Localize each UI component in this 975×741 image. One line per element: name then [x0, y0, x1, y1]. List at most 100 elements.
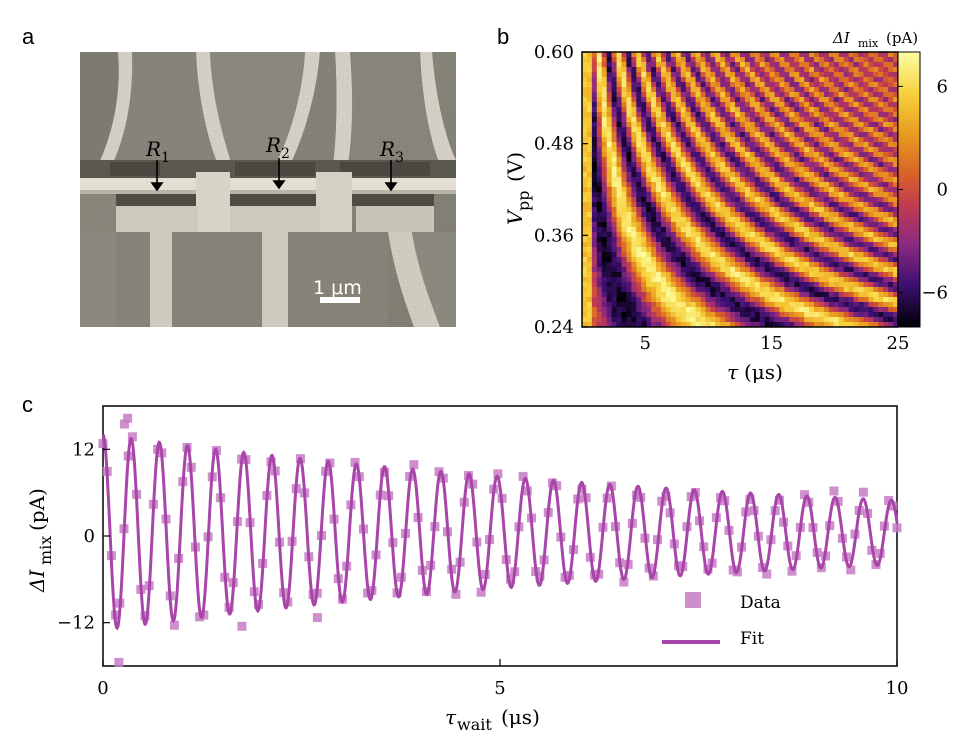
- heatmap-cell: [646, 287, 652, 293]
- heatmap-cell: [626, 307, 632, 313]
- heatmap-cell: [636, 57, 642, 63]
- panel-label-b: b: [497, 24, 510, 49]
- heatmap-cell: [586, 52, 593, 58]
- heatmap-cell: [661, 67, 667, 73]
- heatmap-cell: [616, 272, 622, 278]
- heatmap-cell: [779, 232, 785, 238]
- heatmap-cell: [735, 62, 741, 68]
- heatmap-cell: [636, 72, 642, 78]
- heatmap-cell: [878, 182, 884, 188]
- heatmap-cell: [685, 117, 692, 123]
- heatmap-cell: [878, 107, 884, 113]
- heatmap-cell: [833, 142, 840, 148]
- heatmap-cell: [863, 227, 869, 233]
- heatmap-cell: [769, 102, 776, 108]
- heatmap-cell: [823, 292, 830, 298]
- heatmap-cell: [582, 132, 588, 138]
- heatmap-cell: [774, 77, 780, 83]
- heatmap-cell: [591, 272, 598, 278]
- heatmap-cell: [878, 242, 884, 248]
- heatmap-cell: [626, 67, 632, 73]
- heatmap-cell: [779, 112, 785, 118]
- heatmap-cell: [586, 322, 593, 328]
- heatmap-cell: [725, 322, 731, 328]
- heatmap-cell: [601, 127, 608, 133]
- heatmap-cell: [838, 262, 845, 268]
- heatmap-cell: [586, 212, 593, 218]
- colorbar-tick-label: −6: [921, 283, 948, 304]
- heatmap-cell: [656, 212, 662, 218]
- heatmap-cell: [893, 277, 899, 283]
- heatmap-cell: [601, 267, 608, 273]
- heatmap-cell: [858, 182, 864, 188]
- heatmap-cell: [888, 207, 894, 213]
- heatmap-cell: [858, 92, 864, 98]
- heatmap-cell: [814, 102, 820, 108]
- heatmap-cell: [893, 282, 899, 288]
- heatmap-cell: [720, 317, 726, 323]
- heatmap-cell: [631, 182, 637, 188]
- heatmap-cell: [725, 292, 731, 298]
- heatmap-cell: [878, 142, 884, 148]
- heatmap-cell: [616, 242, 622, 248]
- heatmap-cell: [744, 272, 751, 278]
- heatmap-cell: [794, 57, 800, 63]
- heatmap-cell: [661, 292, 667, 298]
- heatmap-cell: [744, 232, 751, 238]
- heatmap-cell: [646, 282, 652, 288]
- heatmap-cell: [749, 102, 756, 108]
- heatmap-cell: [893, 302, 899, 308]
- heatmap-cell: [596, 142, 603, 148]
- heatmap-cell: [656, 142, 662, 148]
- heatmap-cell: [799, 72, 805, 78]
- heatmap-cell: [586, 167, 593, 173]
- heatmap-cell: [631, 227, 637, 233]
- heatmap-cell: [675, 277, 682, 283]
- heatmap-cell: [685, 312, 692, 318]
- heatmap-cell: [878, 257, 884, 263]
- heatmap-cell: [641, 237, 647, 243]
- heatmap-cell: [611, 97, 618, 103]
- heatmap-cell: [744, 82, 751, 88]
- heatmap-cell: [670, 207, 677, 213]
- heatmap-cell: [710, 262, 716, 268]
- heatmap-cell: [809, 127, 815, 133]
- heatmap-cell: [725, 267, 731, 273]
- heatmap-cell: [715, 107, 721, 113]
- heatmap-cell: [779, 122, 785, 128]
- heatmap-cell: [720, 147, 726, 153]
- heatmap-cell: [749, 317, 756, 323]
- heatmap-cell: [646, 152, 652, 158]
- data-point: [98, 439, 108, 449]
- heatmap-cell: [828, 272, 835, 278]
- heatmap-cell: [878, 77, 884, 83]
- heatmap-cell: [809, 87, 815, 93]
- heatmap-cell: [661, 167, 667, 173]
- heatmap-cell: [759, 122, 766, 128]
- heatmap-cell: [838, 317, 845, 323]
- heatmap-cell: [636, 137, 642, 143]
- heatmap-cell: [740, 272, 746, 278]
- heatmap-cell: [873, 167, 879, 173]
- heatmap-cell: [705, 257, 711, 263]
- heatmap-cell: [868, 87, 874, 93]
- heatmap-cell: [685, 252, 692, 258]
- heatmap-cell: [670, 52, 677, 58]
- heatmap-cell: [665, 212, 672, 218]
- heatmap-cell: [754, 227, 761, 233]
- heatmap-cell: [838, 102, 845, 108]
- heatmap-cell: [764, 102, 771, 108]
- heatmap-cell: [636, 292, 642, 298]
- heatmap-cell: [804, 282, 810, 288]
- heatmap-cell: [665, 117, 672, 123]
- heatmap-cell: [848, 57, 855, 63]
- heatmap-cell: [878, 197, 884, 203]
- heatmap-cell: [754, 152, 761, 158]
- heatmap-cell: [641, 207, 647, 213]
- heatmap-cell: [888, 287, 894, 293]
- heatmap-cell: [636, 307, 642, 313]
- heatmap-cell: [749, 222, 756, 228]
- oscillation-y-tick-label: 12: [72, 439, 95, 460]
- heatmap-cell: [749, 242, 756, 248]
